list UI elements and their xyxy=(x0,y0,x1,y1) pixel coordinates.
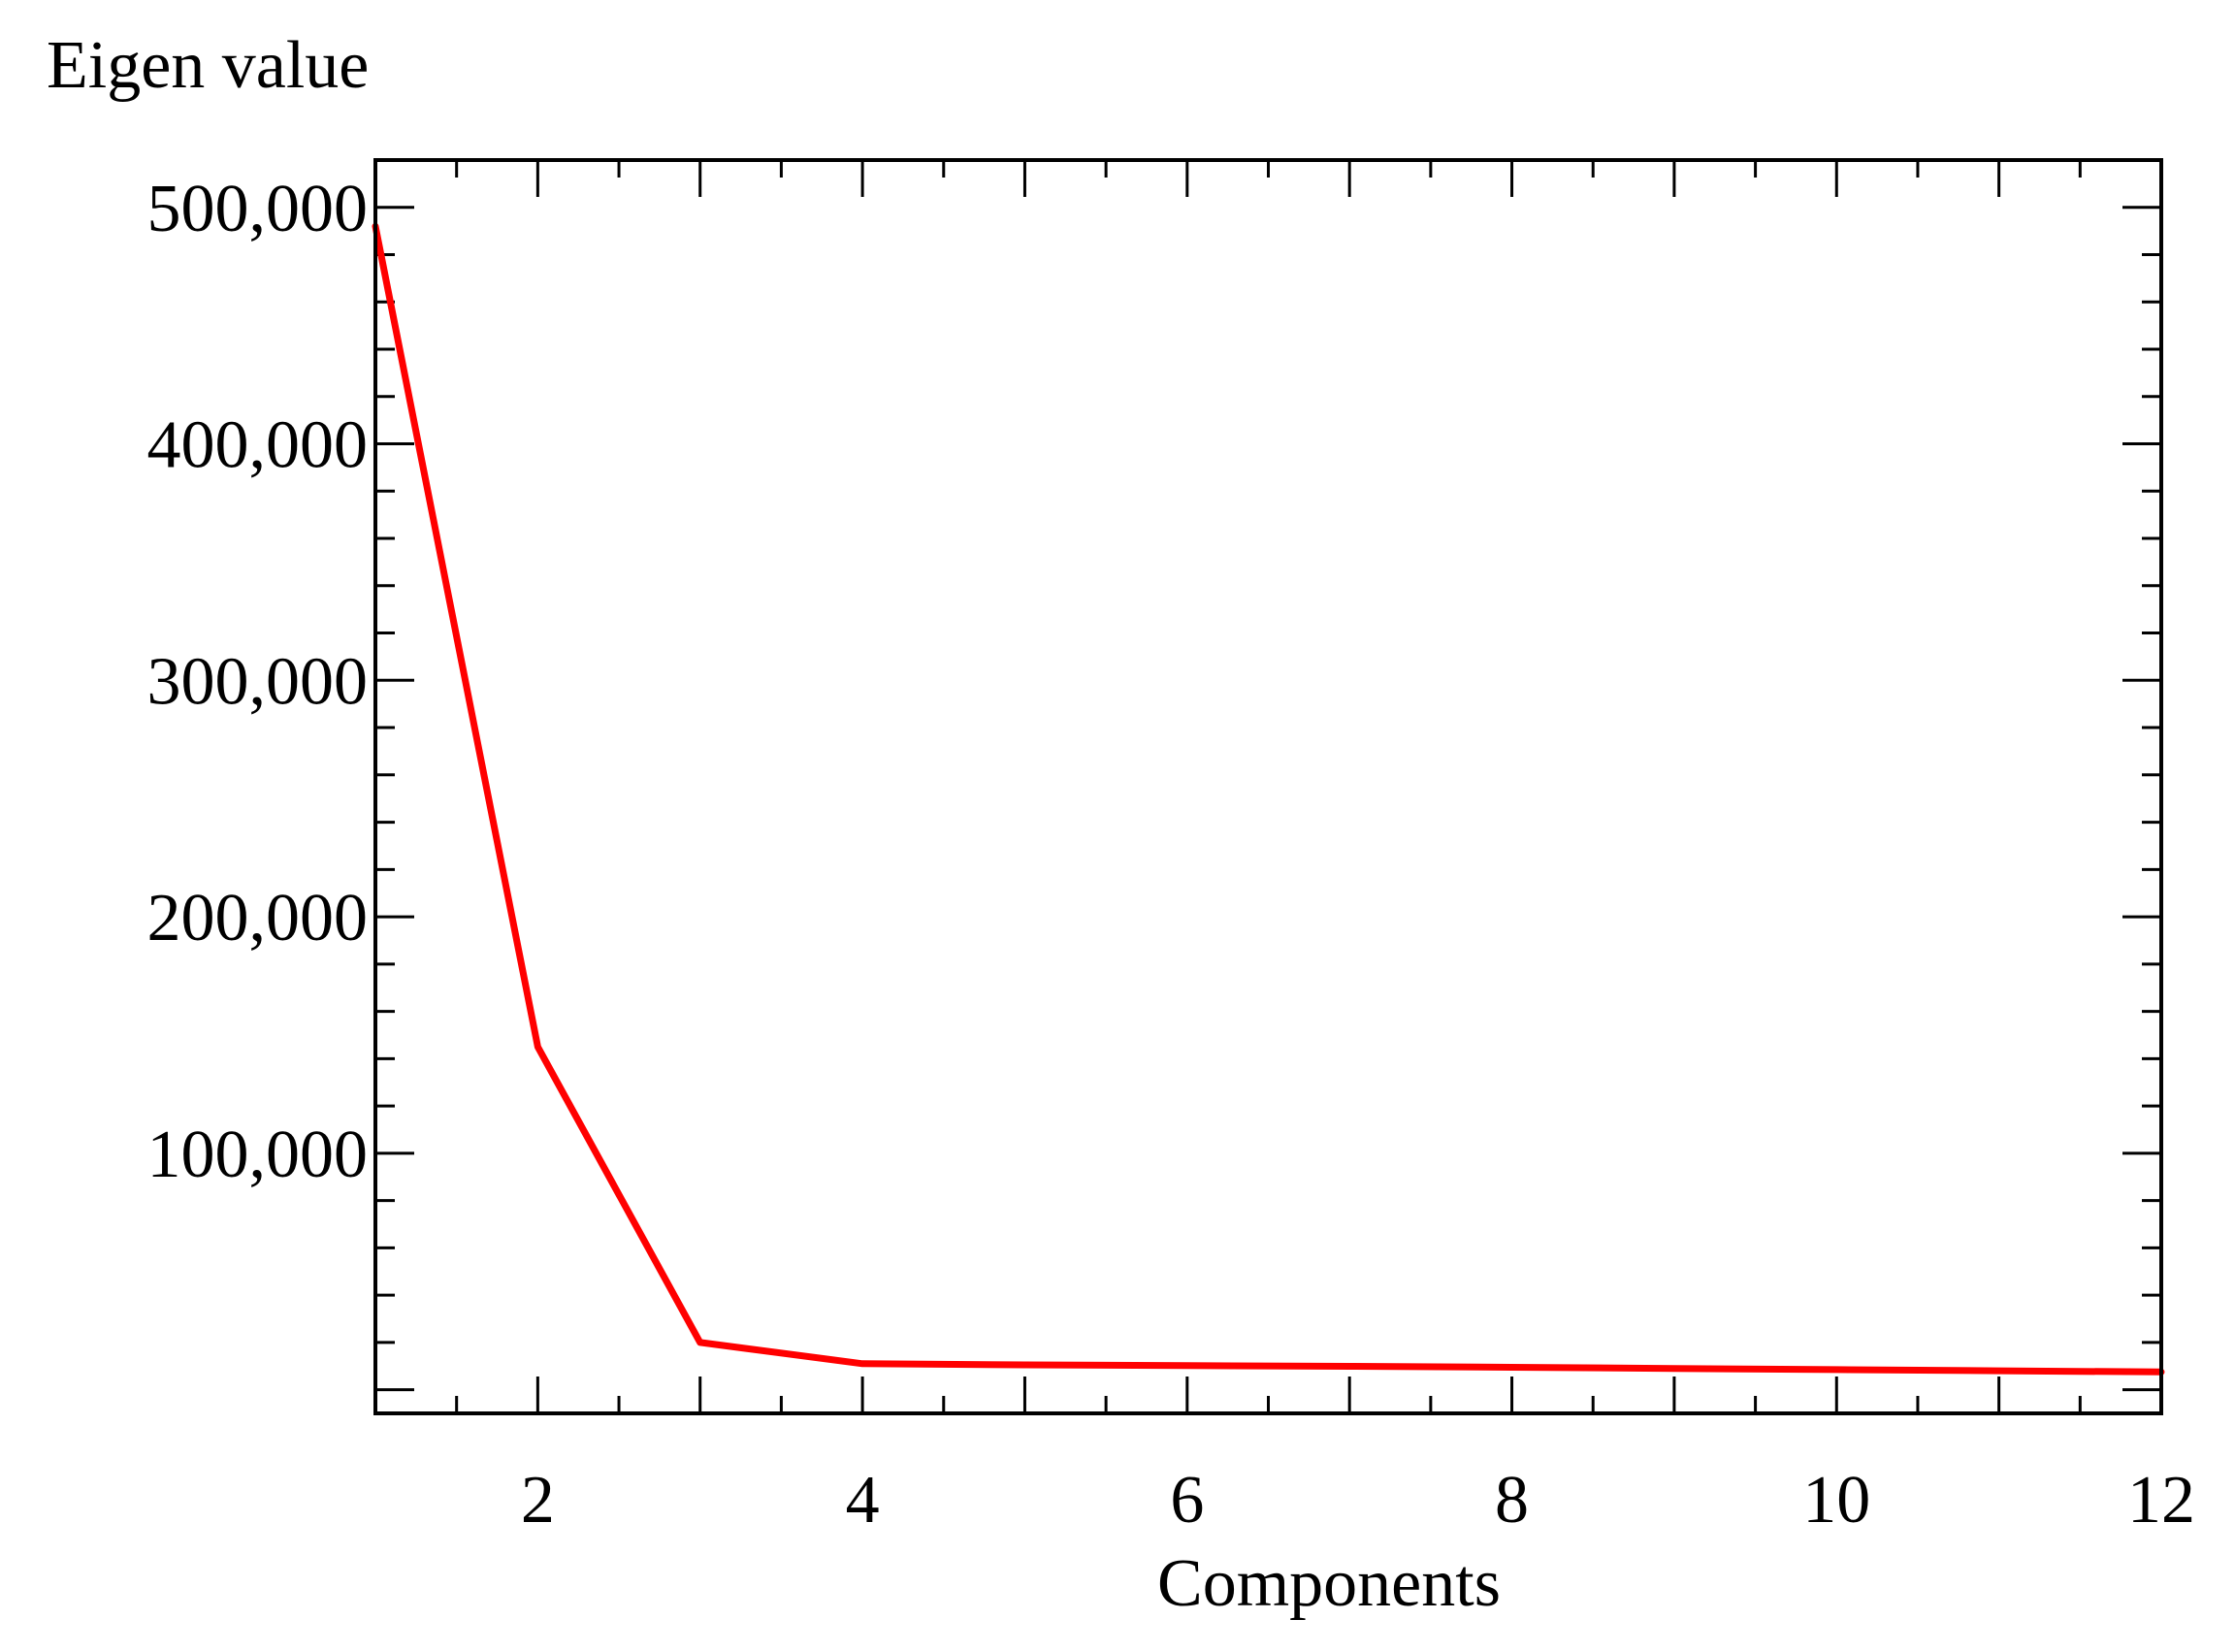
x-tick-labels: 2 4 6 8 10 12 xyxy=(521,1463,2195,1538)
x-tick-label: 2 xyxy=(521,1463,555,1538)
major-ticks xyxy=(373,160,2163,1413)
y-tick-label: 200,000 xyxy=(147,881,369,956)
y-tick-labels: 100,000 200,000 300,000 400,000 500,000 xyxy=(147,172,369,1192)
x-axis-title: Components xyxy=(1157,1546,1501,1621)
x-tick-label: 12 xyxy=(2127,1463,2195,1538)
y-tick-label: 400,000 xyxy=(147,408,369,483)
plot-frame xyxy=(373,158,2163,1415)
minor-ticks xyxy=(375,158,2161,1413)
y-axis-title: Eigen value xyxy=(47,28,369,103)
x-tick-label: 4 xyxy=(846,1463,880,1538)
y-tick-label: 100,000 xyxy=(147,1118,369,1192)
x-tick-label: 10 xyxy=(1802,1463,1870,1538)
y-tick-label: 500,000 xyxy=(147,172,369,246)
x-tick-label: 8 xyxy=(1495,1463,1529,1538)
series-group xyxy=(372,222,2165,1376)
y-tick-label: 300,000 xyxy=(147,644,369,719)
eigenvalue-series-line xyxy=(372,222,2165,1376)
x-tick-label: 6 xyxy=(1170,1463,1204,1538)
